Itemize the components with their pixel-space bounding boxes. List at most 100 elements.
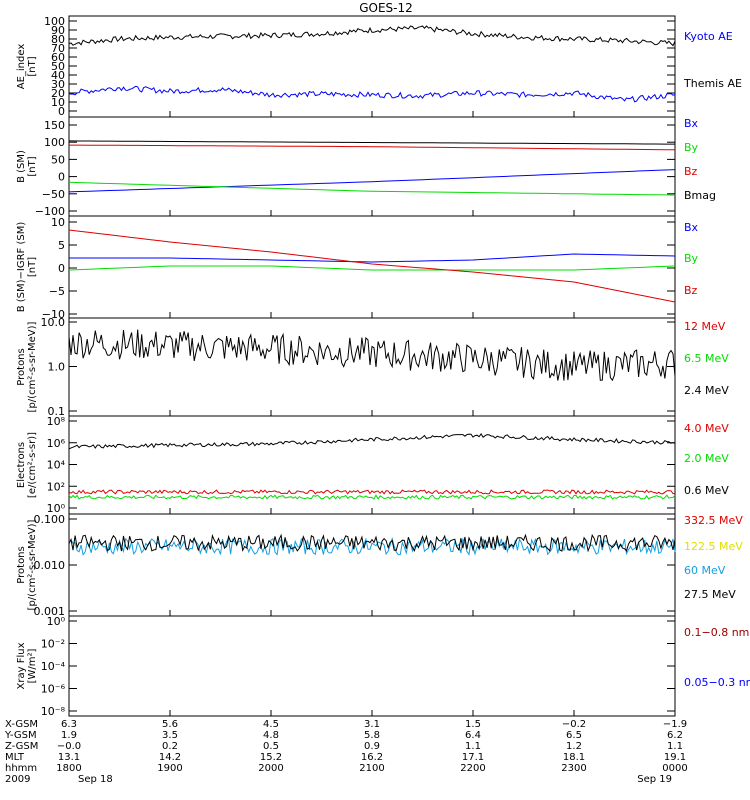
ephemeris-value: 1800 <box>56 763 81 774</box>
y-axis-label: Electrons <box>16 442 27 488</box>
legend-label: By <box>684 141 699 154</box>
legend-label: 0.6 MeV <box>684 484 729 497</box>
panel-frame <box>68 317 676 417</box>
y-tick-label: 0.1 <box>48 405 66 418</box>
legend-label: 6.5 MeV <box>684 352 729 365</box>
legend-label: 12 MeV <box>684 320 726 333</box>
ephemeris-value: 0.5 <box>263 741 279 752</box>
legend-label: 332.5 MeV <box>684 514 743 527</box>
series-line <box>68 140 675 145</box>
ephemeris-row-label: Z-GSM <box>5 741 38 752</box>
y-tick-label: 10² <box>47 480 65 493</box>
y-axis-units: [nT] <box>27 257 38 277</box>
ephemeris-value: 1.9 <box>61 730 77 741</box>
ephemeris-value: −0.0 <box>57 741 81 752</box>
y-axis-units: [nT] <box>27 56 38 76</box>
legend-label: 27.5 MeV <box>684 588 736 601</box>
panel-frame <box>68 415 676 515</box>
y-axis-label: B (SM) <box>16 150 27 183</box>
series-line <box>68 25 676 47</box>
legend-label: By <box>684 252 699 265</box>
y-tick-label: 50 <box>51 60 65 73</box>
y-tick-label: 10.0 <box>41 316 66 329</box>
y-axis-label: Protons <box>16 348 27 385</box>
ephemeris-row-label: 2009 <box>5 774 30 785</box>
y-tick-label: 0 <box>58 105 65 118</box>
ephemeris-value: 13.1 <box>58 752 80 763</box>
legend-label: 2.0 MeV <box>684 452 729 465</box>
y-tick-label: 80 <box>51 33 65 46</box>
ephemeris-value: 6.5 <box>566 730 582 741</box>
y-tick-label: 10⁸ <box>47 415 66 428</box>
ephemeris-value: 1.1 <box>667 741 683 752</box>
ephemeris-value: 15.2 <box>260 752 282 763</box>
y-tick-label: −5 <box>49 285 65 298</box>
legend-label: Bz <box>684 284 698 297</box>
y-tick-label: 0 <box>58 262 65 275</box>
legend-label: 122.5 MeV <box>684 540 743 553</box>
ephemeris-value: 2300 <box>561 763 586 774</box>
y-tick-label: 10⁻⁸ <box>41 705 66 718</box>
y-tick-label: 30 <box>51 78 65 91</box>
panel-4: 0.1 1.0 10.0 Protons [p/(cm²-s-sr-MeV)] 12 Me… <box>16 316 729 418</box>
legend-label: Bz <box>684 165 698 178</box>
series-line <box>68 229 676 303</box>
ephemeris-row-label: hhmm <box>5 763 37 774</box>
y-tick-label: 0 <box>58 171 65 184</box>
legend-label: 2.4 MeV <box>684 384 729 397</box>
y-tick-label: −50 <box>42 188 65 201</box>
y-tick-label: 10⁰ <box>47 502 66 515</box>
panel-frame <box>68 215 676 319</box>
y-axis-label: Protons <box>16 546 27 583</box>
y-tick-label: 10⁻⁶ <box>41 683 66 696</box>
y-tick-label: 10 <box>51 216 65 229</box>
ephemeris-value: 1.1 <box>465 741 481 752</box>
y-tick-label: 0.010 <box>34 559 66 572</box>
legend-label: Bx <box>684 221 699 234</box>
series-line <box>68 265 676 271</box>
y-axis-units: [p/(cm²-s-sr-MeV)] <box>27 321 38 412</box>
y-axis-units: [W/m²] <box>27 648 38 683</box>
ephemeris-row-label: MLT <box>5 752 25 763</box>
ephemeris-row-label: Y-GSM <box>4 730 37 741</box>
ephemeris-value: 0.2 <box>162 741 178 752</box>
series-line <box>68 494 676 500</box>
y-tick-label: 10⁶ <box>47 437 66 450</box>
legend-label: 4.0 MeV <box>684 422 729 435</box>
legend-label: 0.1−0.8 nm <box>684 626 749 639</box>
ephemeris-value: 16.2 <box>361 752 383 763</box>
series-line <box>68 536 676 556</box>
ephemeris-value: 2000 <box>258 763 283 774</box>
y-axis-units: [p/(cm²-s-sr-MeV)] <box>27 519 38 610</box>
series-line <box>68 181 676 196</box>
legend-label: Bx <box>684 117 699 130</box>
ephemeris-value: 0000 <box>662 763 687 774</box>
ephemeris-value: −1.9 <box>663 719 687 730</box>
ephemeris-value: 1.2 <box>566 741 582 752</box>
series-line <box>68 169 676 193</box>
y-tick-label: 0.100 <box>34 513 66 526</box>
y-tick-label: 70 <box>51 42 65 55</box>
y-axis-label: B (SM)−IGRF (SM) <box>16 222 27 313</box>
ephemeris-value: 6.4 <box>465 730 481 741</box>
legend-label: Kyoto AE <box>684 30 733 43</box>
figure-title: GOES-12 <box>359 1 413 15</box>
series-line <box>68 489 676 495</box>
y-tick-label: 100 <box>44 136 65 149</box>
y-tick-label: 0.001 <box>34 605 66 618</box>
y-tick-label: 150 <box>44 119 65 132</box>
ephemeris-value: 5.6 <box>162 719 178 730</box>
y-tick-label: −100 <box>35 205 65 218</box>
y-tick-label: 10⁰ <box>47 615 66 628</box>
panel-frame <box>68 513 676 617</box>
legend-label: Themis AE <box>683 77 742 90</box>
ephemeris-value: 3.1 <box>364 719 380 730</box>
legend-label: 0.05−0.3 nm <box>684 676 750 689</box>
series-line <box>69 144 676 151</box>
ephemeris-value: 6.3 <box>61 719 77 730</box>
ephemeris-value: 18.1 <box>563 752 585 763</box>
ephemeris-value: 1900 <box>157 763 182 774</box>
ephemeris-value: −0.2 <box>562 719 586 730</box>
